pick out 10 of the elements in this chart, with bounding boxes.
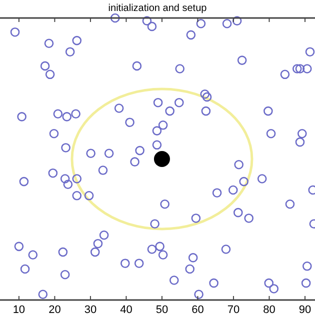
x-tick-label: 80 xyxy=(263,304,276,315)
x-tick-label: 30 xyxy=(84,304,97,315)
chart-title: initialization and setup xyxy=(108,3,208,14)
x-tick-label: 60 xyxy=(192,304,204,315)
x-tick-label: 90 xyxy=(298,304,312,315)
x-tick-label: 20 xyxy=(48,304,61,315)
x-tick-label: 70 xyxy=(227,304,240,315)
x-tick-label: 10 xyxy=(12,304,26,315)
x-tick-label: 50 xyxy=(156,304,168,315)
x-tick-label: 40 xyxy=(120,304,132,315)
